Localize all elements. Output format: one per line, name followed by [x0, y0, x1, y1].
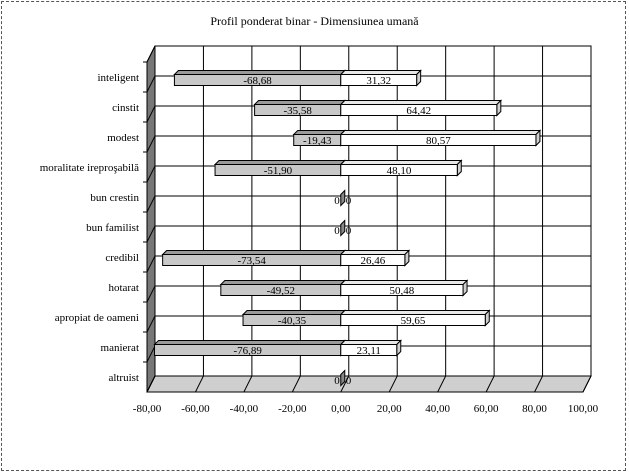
floor [146, 375, 592, 393]
data-label-negative: -73,54 [238, 255, 267, 267]
bar-negative-top [253, 100, 346, 105]
x-tick-label: 20,00 [377, 403, 402, 415]
bar-positive-top [339, 130, 542, 135]
x-tick-label: -40,00 [230, 403, 259, 415]
x-tick-label: -60,00 [181, 403, 210, 415]
data-label-negative: -40,35 [278, 315, 307, 327]
category-label: bun familist [86, 222, 139, 234]
bar-positive-top [339, 280, 469, 285]
bar-positive-top [339, 100, 503, 105]
side-gridline [146, 135, 156, 153]
category-label: cinstit [112, 102, 139, 114]
bar-positive-top [339, 70, 422, 75]
bar-negative-top [241, 310, 346, 315]
bar-negative-top [213, 160, 346, 165]
category-label: hotarat [108, 282, 139, 294]
side-gridline [146, 345, 156, 363]
x-tick-label: 80,00 [522, 403, 547, 415]
bar-positive-top [339, 340, 402, 345]
data-label-negative: -35,58 [283, 105, 312, 117]
floor-gridline [485, 375, 495, 393]
floor-gridline [437, 375, 447, 393]
data-label-positive: 0 [346, 225, 352, 237]
side-gridline [146, 195, 156, 213]
data-label-positive: 0 [346, 375, 352, 387]
floor-gridline [194, 375, 204, 393]
side-gridline [146, 315, 156, 333]
zero-bar [340, 219, 346, 237]
floor-gridline [534, 375, 544, 393]
floor-gridline [388, 375, 398, 393]
data-label-positive: 80,57 [426, 135, 451, 147]
data-label-positive: 50,48 [390, 285, 415, 297]
data-label-negative: -49,52 [267, 285, 295, 297]
bar-negative-top [161, 250, 346, 255]
bar-positive [340, 284, 464, 296]
data-label-positive: 31,32 [366, 75, 391, 87]
data-label-positive: 59,65 [401, 315, 426, 327]
x-tick-label: 0,00 [331, 403, 351, 415]
bar-positive [340, 74, 418, 86]
chart-title: Profil ponderat binar - Dimensiunea uman… [210, 14, 419, 28]
data-label-positive: 48,10 [387, 165, 412, 177]
category-label: inteligent [97, 72, 139, 84]
data-label-positive: 0 [346, 195, 352, 207]
bar-positive-top [339, 250, 411, 255]
category-label: apropiat de oameni [55, 312, 139, 324]
bar-positive [340, 164, 458, 176]
x-tick-label: 100,00 [568, 403, 599, 415]
x-tick-label: 60,00 [474, 403, 499, 415]
bar-positive [340, 314, 486, 326]
data-label-negative: -76,89 [233, 345, 262, 357]
side-gridline [146, 45, 156, 63]
floor-gridline [340, 375, 350, 393]
bar-negative-top [219, 280, 346, 285]
category-label: modest [107, 132, 139, 144]
data-label-positive: 23,11 [357, 345, 381, 357]
side-gridline [146, 255, 156, 273]
category-label: manierat [101, 342, 139, 354]
x-tick-label: -80,00 [133, 403, 162, 415]
bar-negative-top [292, 130, 346, 135]
side-gridline [146, 165, 156, 183]
side-wall [146, 45, 156, 393]
side-gridline [146, 285, 156, 303]
bar-negative-top [173, 70, 346, 75]
zero-bar [340, 189, 346, 207]
side-gridline [146, 105, 156, 123]
x-tick-label: 40,00 [425, 403, 450, 415]
zero-bar [340, 369, 346, 387]
side-gridline [146, 375, 156, 393]
bar-positive [340, 254, 406, 266]
category-label: credibil [105, 252, 139, 264]
bar-negative-top [153, 340, 346, 345]
category-label: bun crestin [90, 192, 139, 204]
bar-positive [340, 134, 537, 146]
bar-positive [340, 104, 498, 116]
data-label-negative: -19,43 [303, 135, 332, 147]
back-wall [154, 45, 592, 377]
side-gridline [146, 225, 156, 243]
side-gridline [146, 75, 156, 93]
bar-positive-top [339, 310, 491, 315]
data-label-negative: 0 [334, 225, 340, 237]
bar-positive-top [339, 160, 463, 165]
data-label-negative: -51,90 [264, 165, 293, 177]
data-label-positive: 64,42 [406, 105, 431, 117]
category-label: altruist [108, 372, 139, 384]
data-label-negative: -68,68 [243, 75, 272, 87]
x-tick-label: -20,00 [278, 403, 307, 415]
data-label-positive: 26,46 [360, 255, 385, 267]
floor-gridline [243, 375, 253, 393]
data-label-negative: 0 [334, 375, 340, 387]
category-label: moralitate ireproşabilă [40, 162, 139, 174]
bar-positive [340, 344, 398, 356]
floor-gridline [582, 375, 592, 393]
floor-gridline [291, 375, 301, 393]
data-label-negative: 0 [334, 195, 340, 207]
